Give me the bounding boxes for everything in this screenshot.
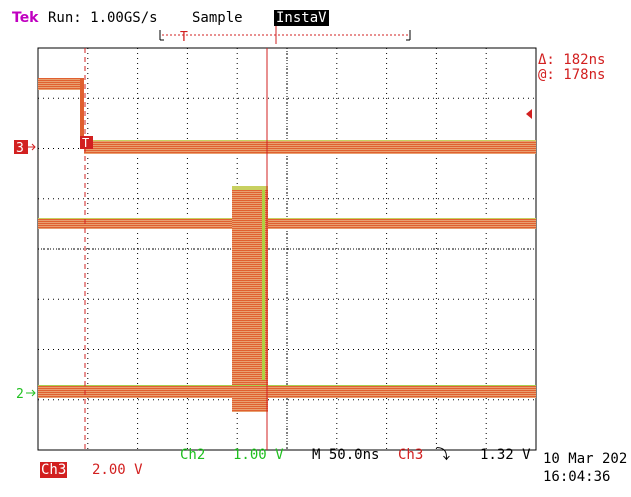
svg-text:3: 3 (16, 141, 24, 156)
trigger-source: Ch3 (398, 447, 424, 463)
time-label: 16:04:36 (543, 469, 611, 485)
ch2-label: Ch2 (180, 447, 206, 463)
waveform-traces (38, 78, 536, 412)
trigger-slope-icon: ⤵ (436, 447, 450, 463)
graticule-grid (38, 48, 536, 450)
ch3-scale: 2.00 V (92, 462, 143, 478)
cursor-position-readout: @: 178ns (538, 67, 606, 83)
svg-text:2: 2 (16, 387, 24, 402)
brand-label: Tek (12, 10, 39, 26)
svg-text:T: T (180, 30, 188, 45)
ch2-ground-marker[interactable]: 2 (16, 387, 36, 402)
run-status: Run: 1.00GS/s (48, 10, 158, 26)
ch3-ground-marker[interactable]: 3 (14, 140, 36, 156)
display-mode: InstaV (274, 10, 329, 26)
trigger-level: 1.32 V (480, 447, 531, 463)
trigger-level-arrow[interactable] (526, 109, 532, 119)
cursor-delta-readout: Δ: 182ns (538, 52, 606, 68)
date-label: 10 Mar 202 (543, 451, 628, 467)
trigger-point-marker: T (80, 136, 93, 150)
acquisition-mode: Sample (192, 10, 243, 26)
ch3-label: Ch3 (40, 462, 68, 478)
record-bar: T (159, 26, 411, 45)
ch2-scale: 1.00 V (233, 447, 284, 463)
timebase: M 50.0ns (312, 447, 380, 463)
svg-text:T: T (82, 136, 89, 150)
